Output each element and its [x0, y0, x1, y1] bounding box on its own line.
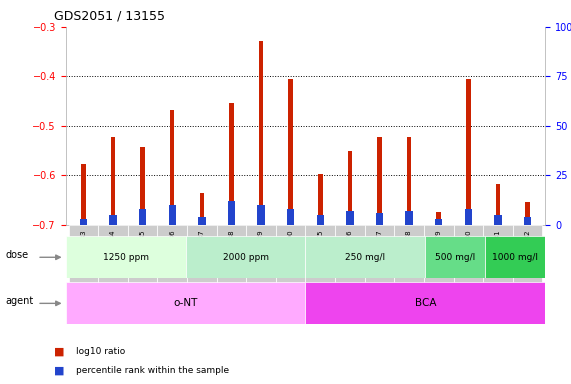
Bar — [318, 174, 323, 225]
Text: dose: dose — [6, 250, 29, 260]
Text: BCA: BCA — [415, 298, 436, 308]
Text: 500 mg/l: 500 mg/l — [435, 253, 476, 262]
Text: agent: agent — [6, 296, 34, 306]
Bar — [524, 217, 531, 225]
Bar — [425, 236, 485, 278]
Bar — [66, 282, 305, 324]
Bar — [305, 225, 335, 284]
Bar — [158, 225, 187, 284]
Bar — [229, 103, 234, 225]
Bar — [69, 225, 98, 284]
Bar — [376, 213, 383, 225]
Bar — [80, 219, 87, 225]
Text: GSM105788: GSM105788 — [228, 229, 235, 272]
Text: log10 ratio: log10 ratio — [76, 347, 125, 356]
Bar — [111, 137, 115, 225]
Text: percentile rank within the sample: percentile rank within the sample — [76, 366, 229, 375]
Text: GSM105785: GSM105785 — [140, 229, 146, 272]
Bar — [513, 225, 542, 284]
Bar — [168, 205, 176, 225]
Text: o-NT: o-NT — [174, 298, 198, 308]
Bar — [346, 211, 353, 225]
Bar — [186, 236, 305, 278]
Text: GSM105782: GSM105782 — [525, 229, 530, 272]
Text: GSM105775: GSM105775 — [317, 229, 323, 272]
Bar — [200, 192, 204, 225]
Bar — [348, 151, 352, 225]
Bar — [140, 147, 145, 225]
Bar — [287, 209, 295, 225]
Text: GSM105783: GSM105783 — [81, 229, 86, 272]
Bar — [276, 225, 305, 284]
Bar — [216, 225, 246, 284]
Bar — [305, 236, 425, 278]
Bar — [170, 110, 175, 225]
Bar — [198, 217, 206, 225]
Bar — [259, 41, 263, 225]
Bar — [81, 164, 86, 225]
Bar — [494, 215, 502, 225]
Bar — [435, 219, 443, 225]
Text: GSM105778: GSM105778 — [406, 229, 412, 272]
Bar — [496, 184, 500, 225]
Bar — [305, 282, 545, 324]
Bar — [465, 209, 472, 225]
Text: GSM105784: GSM105784 — [110, 229, 116, 272]
Bar — [525, 202, 530, 225]
Bar — [228, 201, 235, 225]
Bar — [98, 225, 128, 284]
Text: ■: ■ — [54, 366, 65, 376]
Text: GSM105786: GSM105786 — [169, 229, 175, 272]
Bar — [365, 225, 395, 284]
Bar — [453, 225, 483, 284]
Bar — [377, 137, 382, 225]
Text: GSM105787: GSM105787 — [199, 229, 205, 272]
Text: 1250 ppm: 1250 ppm — [103, 253, 148, 262]
Text: GSM105777: GSM105777 — [376, 229, 383, 272]
Bar — [436, 212, 441, 225]
Bar — [139, 209, 146, 225]
Bar — [316, 215, 324, 225]
Bar — [395, 225, 424, 284]
Text: GSM105780: GSM105780 — [465, 229, 471, 272]
Bar — [407, 137, 411, 225]
Bar — [66, 236, 186, 278]
Bar — [187, 225, 216, 284]
Text: GSM105779: GSM105779 — [436, 229, 442, 272]
Text: GSM105781: GSM105781 — [495, 229, 501, 272]
Text: GDS2051 / 13155: GDS2051 / 13155 — [54, 10, 165, 23]
Bar — [109, 215, 116, 225]
Text: 250 mg/l: 250 mg/l — [345, 253, 385, 262]
Bar — [288, 79, 293, 225]
Bar — [483, 225, 513, 284]
Bar — [335, 225, 365, 284]
Bar — [485, 236, 545, 278]
Text: GSM105789: GSM105789 — [258, 229, 264, 272]
Text: ■: ■ — [54, 346, 65, 356]
Bar — [424, 225, 453, 284]
Text: 2000 ppm: 2000 ppm — [223, 253, 268, 262]
Bar — [405, 211, 413, 225]
Bar — [258, 205, 265, 225]
Text: GSM105790: GSM105790 — [288, 229, 293, 272]
Bar — [466, 79, 471, 225]
Text: GSM105776: GSM105776 — [347, 229, 353, 272]
Bar — [128, 225, 158, 284]
Bar — [246, 225, 276, 284]
Text: 1000 mg/l: 1000 mg/l — [492, 253, 538, 262]
